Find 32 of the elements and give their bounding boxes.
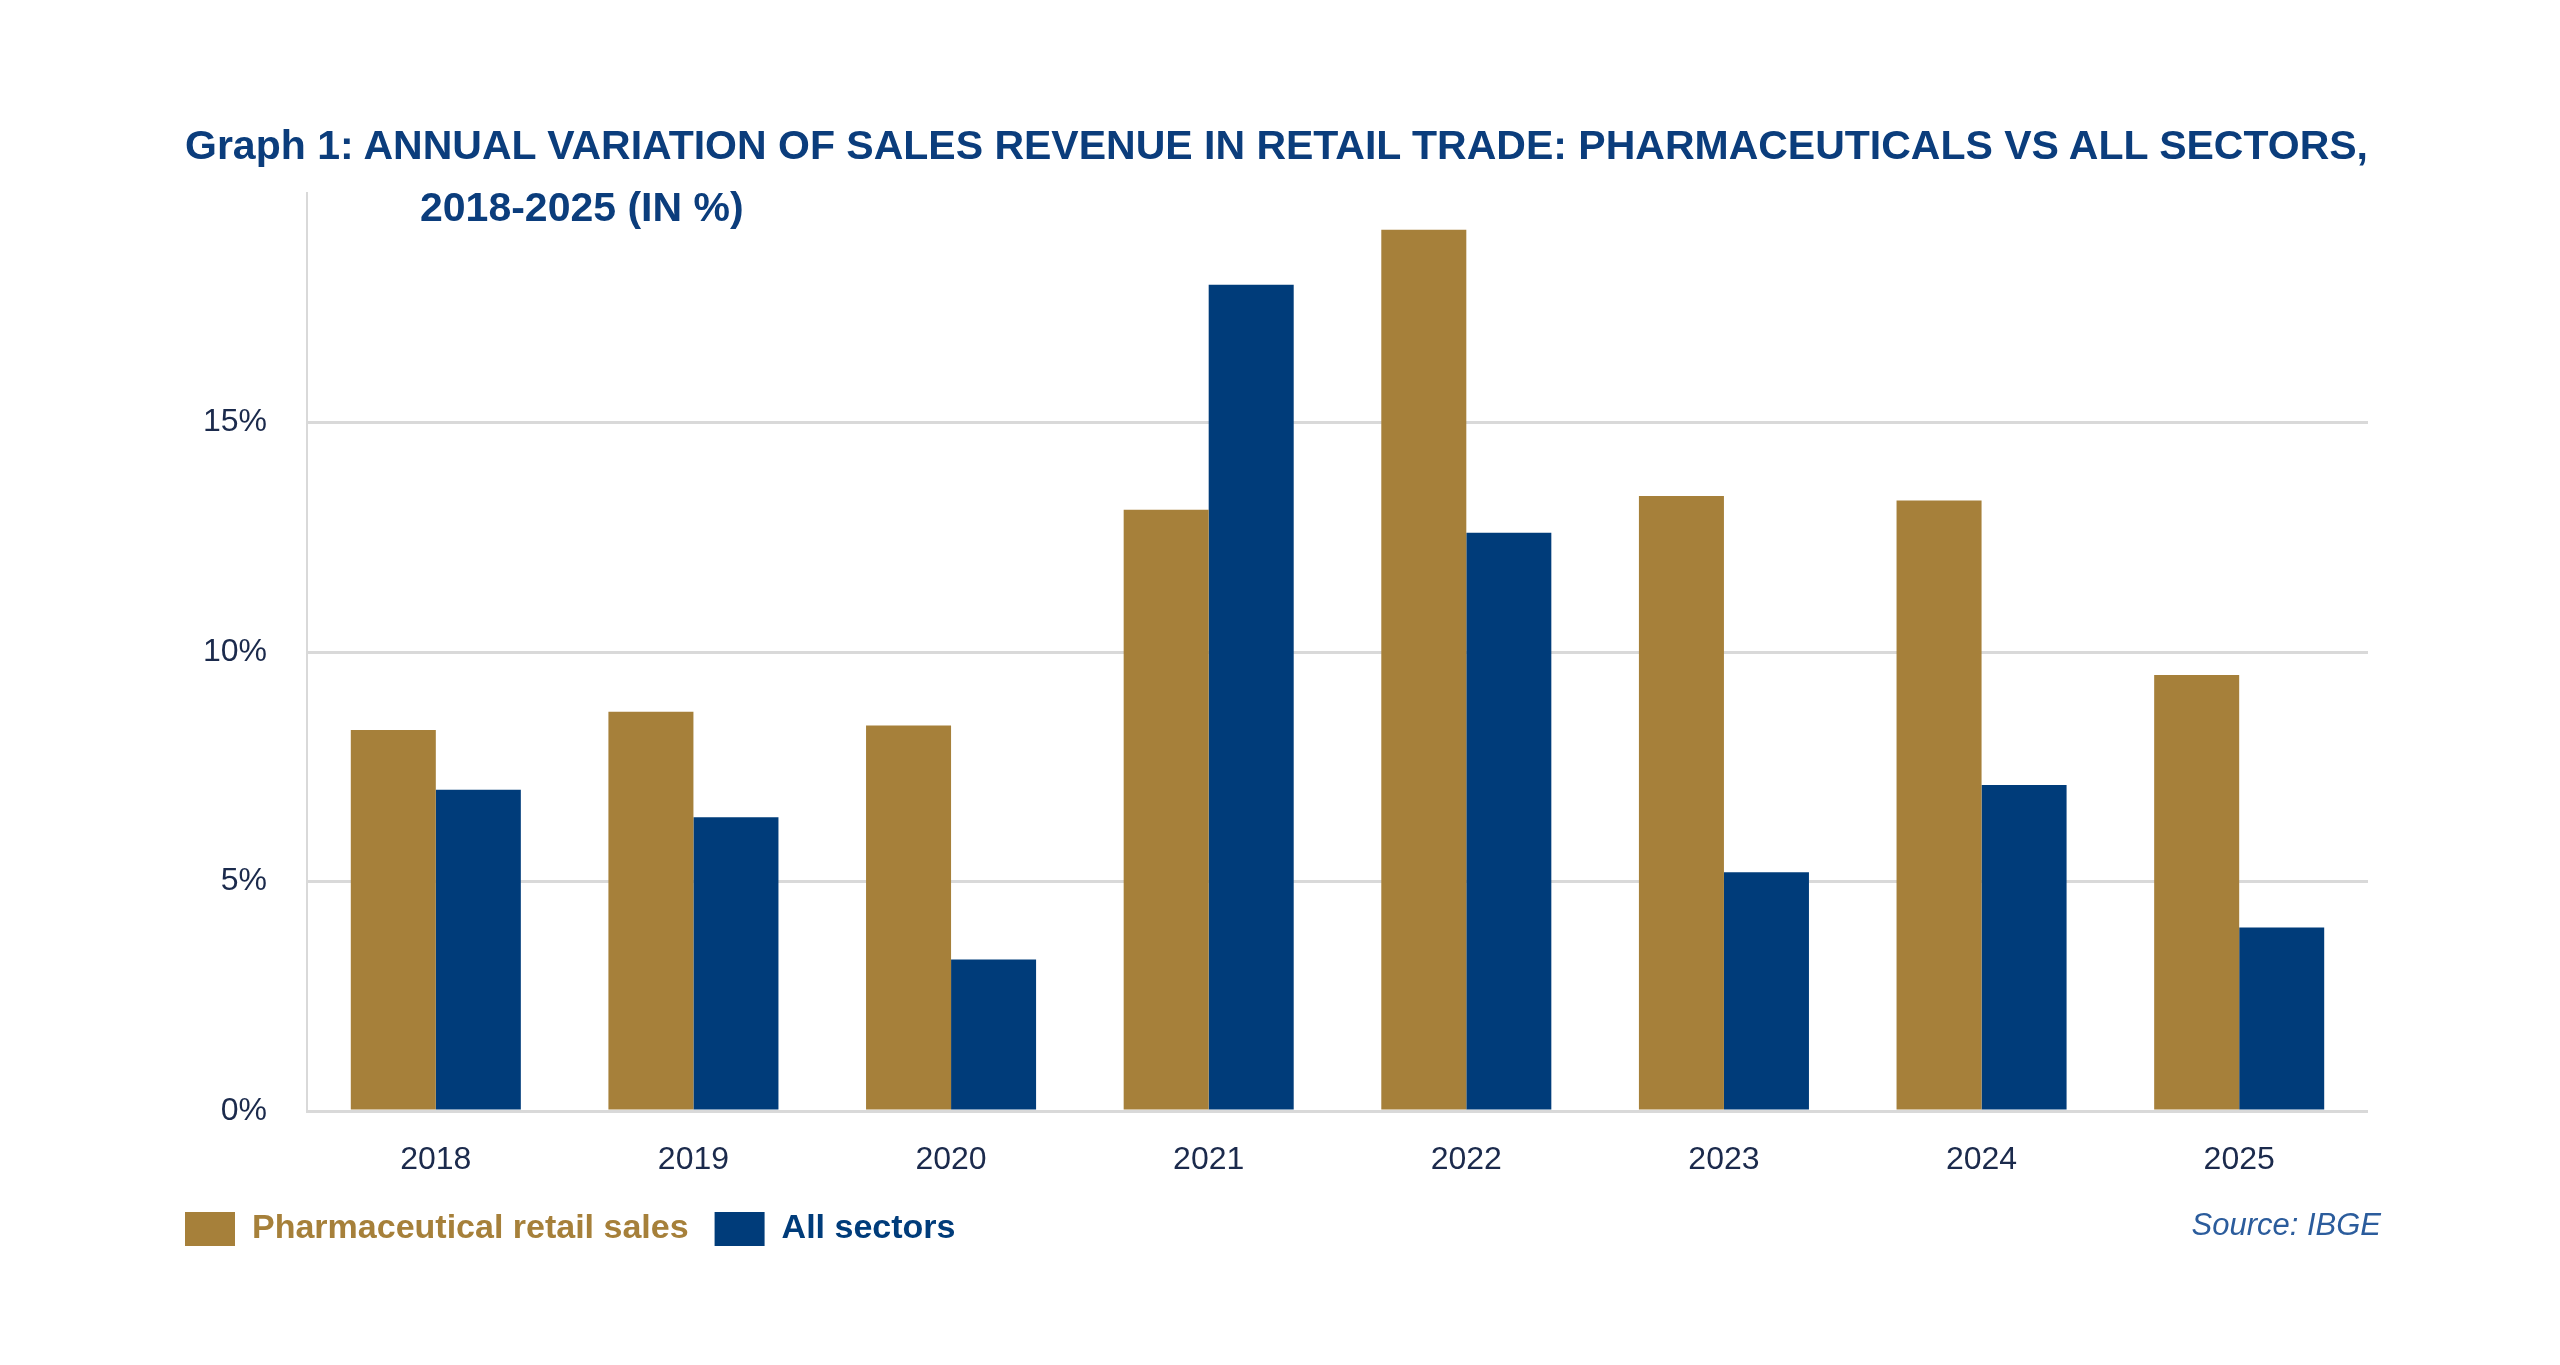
x-tick-label: 2019 — [657, 1140, 730, 1177]
x-tick-label: 2020 — [915, 1140, 987, 1177]
x-tick-label: 2018 — [400, 1140, 472, 1177]
bar — [2239, 927, 2325, 1110]
y-tick-label: 5% — [220, 861, 267, 898]
y-tick-label: 0% — [220, 1090, 267, 1127]
bar — [1208, 284, 1294, 1110]
bar — [1981, 785, 2067, 1110]
chart-title: Graph 1: ANNUAL VARIATION OF SALES REVENUE IN RETAIL TRADE: PHARMACEUTICALS VS ALL SECTORS, 2018-2025 (IN %) — [185, 121, 2369, 232]
x-tick-label: 2022 — [1430, 1140, 1502, 1177]
y-tick-label: 15% — [202, 402, 267, 439]
legend-label: All sectors — [781, 1207, 956, 1246]
bar — [608, 711, 694, 1110]
bar — [951, 959, 1037, 1110]
bar — [435, 789, 521, 1110]
x-tick-label: 2025 — [2203, 1140, 2275, 1177]
legend-label: Pharmaceutical retail sales — [252, 1207, 689, 1246]
source-note: Source: IBGE — [2191, 1206, 2381, 1243]
bar — [1896, 500, 1982, 1110]
bar — [2154, 674, 2240, 1110]
x-tick-label: 2021 — [1173, 1140, 1245, 1177]
x-tick-label: 2024 — [1945, 1140, 2018, 1177]
bar — [866, 725, 952, 1110]
bar — [693, 817, 779, 1110]
bar — [1466, 532, 1552, 1110]
x-tick-label: 2023 — [1688, 1140, 1760, 1177]
y-tick-label: 10% — [202, 631, 267, 668]
bar — [1723, 872, 1809, 1110]
bar — [1638, 495, 1724, 1110]
bar — [350, 730, 436, 1110]
bar — [1381, 229, 1467, 1110]
bar — [1123, 509, 1209, 1110]
